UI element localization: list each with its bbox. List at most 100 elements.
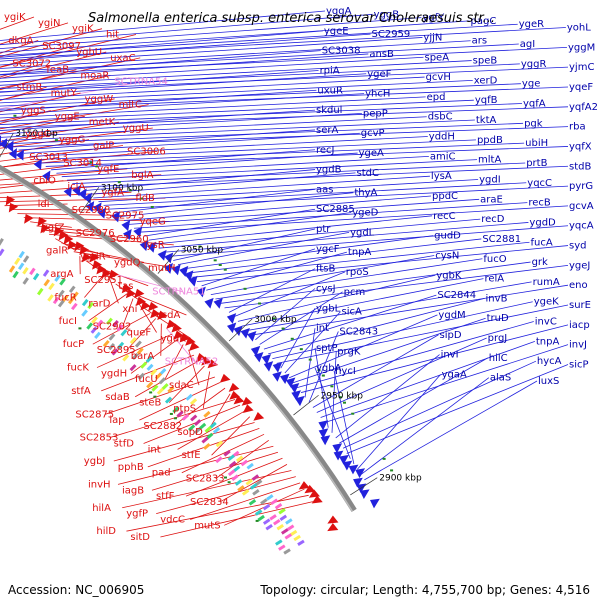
reverse-gene-arrow: [157, 310, 168, 320]
cog-category-bar: [146, 381, 154, 389]
kbp-tick: [350, 477, 378, 496]
gene-connector: [288, 314, 438, 379]
kbp-tick-label: 2950 kbp: [321, 391, 364, 401]
cog-category-bar: [240, 459, 249, 467]
cog-category-bar: [293, 534, 301, 542]
gene-connector: [82, 169, 316, 192]
cog-category-bar: [254, 479, 263, 487]
gene-connector: [272, 301, 533, 360]
gene-label-left: int: [148, 444, 161, 455]
gene-connector: [0, 46, 567, 76]
cog-category-bar: [181, 413, 189, 421]
gene-connector: [304, 328, 316, 398]
gene-label-right: skdul: [316, 105, 342, 116]
cog-category-bar: [161, 383, 169, 391]
gene-label-right: yjmC: [569, 62, 594, 73]
gene-connector: [101, 354, 195, 392]
reverse-gene-arrow: [121, 283, 132, 294]
forward-gene-arrow: [213, 297, 223, 309]
gene-connector: [118, 192, 354, 218]
gene-connector: [233, 271, 345, 318]
cog-category-bar: [91, 316, 98, 324]
gene-connector: [139, 382, 221, 421]
gene-label-left: SC2902: [93, 322, 132, 333]
gene-label-right: relA: [484, 274, 504, 285]
gene-connector: [122, 298, 134, 327]
gene-label-left: argA: [50, 269, 73, 280]
gene-connector: [1, 119, 475, 142]
cog-category-bar: [108, 342, 116, 351]
forward-gene-arrow: [133, 226, 143, 238]
gene-connector: [0, 197, 166, 203]
genome-backbone: [0, 164, 357, 513]
gene-connector: [72, 162, 526, 185]
gene-label-right: yqfB: [475, 95, 498, 106]
gene-label-left: ygdQ: [114, 257, 141, 268]
gene-label-left: stmR: [17, 82, 43, 93]
track-dash: [54, 139, 58, 142]
forward-gene-arrow: [291, 390, 301, 401]
cog-category-bar: [43, 278, 51, 287]
gene-connector: [335, 354, 440, 439]
cog-category-bar: [47, 294, 54, 302]
cog-category-bar: [252, 489, 260, 496]
gene-connector: [103, 182, 527, 206]
gene-connector: [0, 116, 427, 138]
cog-category-bar: [278, 544, 286, 551]
cog-category-bar: [232, 450, 240, 458]
kbp-tick: [293, 394, 319, 416]
gene-label-left: yggE: [55, 111, 80, 122]
gene-label-right: SC2881: [482, 234, 521, 245]
cog-category-bar: [254, 509, 263, 516]
forward-gene-arrow: [78, 188, 87, 200]
gene-connector: [268, 298, 485, 355]
reverse-gene-arrow: [242, 404, 254, 414]
gene-connector: [148, 212, 352, 241]
gene-connector: [0, 57, 141, 89]
gene-label-left: iap: [109, 415, 124, 426]
cog-category-bar: [297, 539, 305, 546]
gene-label-right: tnpA: [348, 247, 372, 258]
cog-category-bar: [108, 333, 116, 341]
gene-connector: [158, 218, 481, 249]
gene-label-right: pyrG: [569, 181, 593, 192]
gene-label-left: SCTRNA54: [114, 76, 167, 87]
gene-connector: [0, 93, 365, 115]
reverse-gene-arrow: [207, 359, 219, 369]
track-dash: [139, 197, 143, 200]
cog-category-bar: [289, 529, 298, 537]
backbone-arc: [0, 164, 357, 513]
forward-gene-arrow: [355, 468, 366, 479]
gene-connector: [55, 238, 77, 252]
cog-category-bar: [286, 524, 295, 531]
gene-connector: [0, 39, 39, 54]
gene-connector: [276, 304, 569, 364]
gene-connector: [0, 113, 362, 135]
gene-label-right: yqcA: [569, 221, 594, 232]
gene-label-right: ygaA: [442, 369, 467, 380]
gene-label-left: yqeG: [140, 216, 166, 227]
cog-category-bar: [266, 494, 274, 501]
reverse-gene-arrow: [173, 330, 184, 340]
gene-label-right: ygbA: [316, 363, 342, 374]
reverse-gene-arrow: [298, 481, 310, 490]
gene-connector: [84, 274, 105, 298]
gene-connector: [67, 159, 478, 181]
gene-connector: [173, 387, 226, 427]
track-dash: [272, 317, 276, 320]
gene-label-right: yqfA: [523, 99, 546, 110]
forward-gene-arrow: [83, 192, 92, 204]
cog-category-bar: [131, 352, 139, 361]
forward-gene-arrow: [5, 140, 14, 152]
gene-connector: [160, 501, 313, 538]
track-dash: [150, 205, 154, 208]
gene-label-left: iagB: [122, 485, 144, 496]
gene-label-left: mutY: [51, 88, 78, 99]
cog-category-bar: [279, 514, 288, 521]
cog-category-bar: [122, 354, 130, 362]
kbp-tick: [80, 187, 100, 214]
forward-gene-arrow: [63, 186, 73, 198]
gene-label-right: SC2843: [339, 326, 378, 337]
gene-label-left: yggS: [21, 105, 46, 116]
